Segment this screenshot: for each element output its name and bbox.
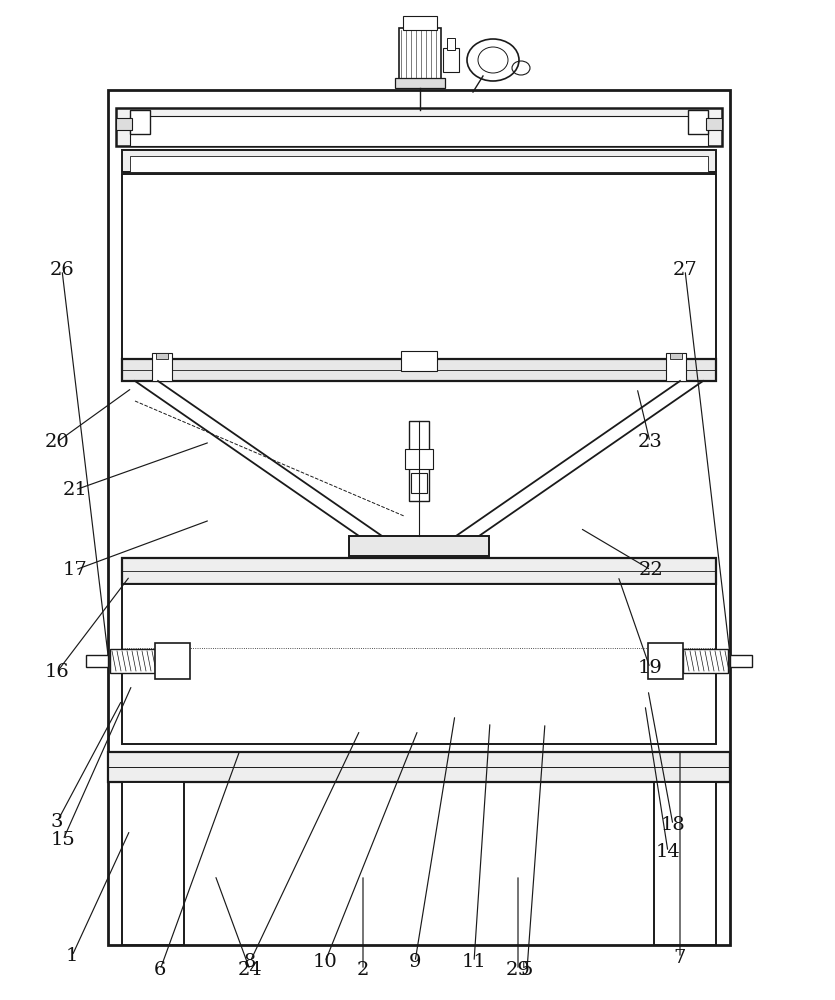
Bar [683, 649, 728, 673]
Bar [730, 655, 752, 667]
Text: 14: 14 [655, 843, 681, 861]
Bar [86, 655, 108, 667]
Text: 19: 19 [638, 659, 662, 677]
Bar [648, 643, 683, 679]
Bar [122, 359, 716, 381]
Text: 1: 1 [66, 947, 78, 965]
Text: 11: 11 [462, 953, 486, 971]
Text: 9: 9 [409, 953, 421, 971]
Bar [666, 353, 686, 381]
Text: 6: 6 [154, 961, 166, 979]
Bar [399, 28, 441, 80]
Bar [130, 110, 150, 134]
Bar [116, 118, 132, 130]
Text: 16: 16 [44, 663, 69, 681]
Bar [156, 353, 168, 359]
Bar [108, 752, 730, 782]
Bar [155, 643, 190, 679]
Bar [395, 78, 445, 88]
Bar [130, 156, 708, 172]
Text: 5: 5 [521, 961, 534, 979]
Text: 18: 18 [660, 816, 686, 834]
Bar [122, 150, 716, 172]
Bar [403, 16, 437, 30]
Text: 27: 27 [673, 261, 697, 279]
Text: 15: 15 [51, 831, 75, 849]
Bar [130, 116, 708, 146]
Bar [447, 38, 455, 50]
Bar [349, 536, 489, 556]
Bar [110, 649, 155, 673]
Bar [409, 421, 429, 501]
Text: 21: 21 [63, 481, 88, 499]
Bar [401, 351, 437, 371]
Text: 22: 22 [639, 561, 663, 579]
Bar [688, 110, 708, 134]
Text: 10: 10 [312, 953, 337, 971]
Bar [405, 449, 433, 469]
Bar [122, 584, 716, 744]
Bar [706, 118, 722, 130]
Text: 26: 26 [49, 261, 74, 279]
Text: 20: 20 [44, 433, 69, 451]
Bar [108, 90, 730, 945]
Bar [122, 174, 716, 359]
Text: 17: 17 [63, 561, 88, 579]
Bar [654, 782, 716, 945]
Bar [411, 473, 427, 493]
Bar [443, 48, 459, 72]
Text: 23: 23 [638, 433, 662, 451]
Text: 2: 2 [357, 961, 369, 979]
Text: 7: 7 [674, 949, 686, 967]
Text: 24: 24 [238, 961, 262, 979]
Text: 3: 3 [51, 813, 63, 831]
Bar [670, 353, 682, 359]
Bar [122, 782, 184, 945]
Bar [122, 558, 716, 584]
Text: 29: 29 [505, 961, 530, 979]
Bar [116, 108, 722, 146]
Text: 8: 8 [244, 953, 256, 971]
Bar [152, 353, 172, 381]
